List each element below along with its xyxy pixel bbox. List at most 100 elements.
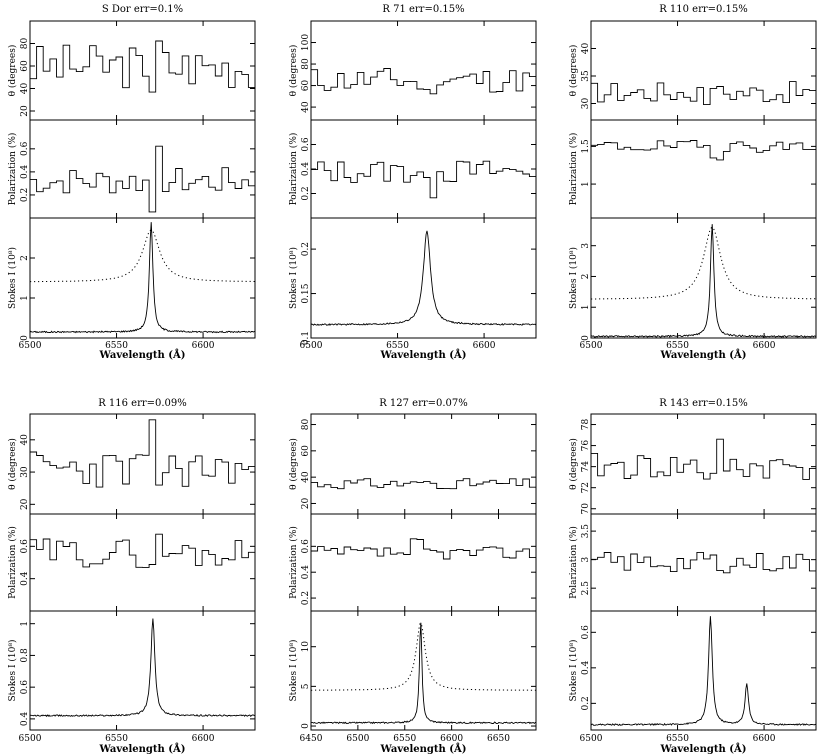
series-theta [30, 40, 255, 93]
chart-title: R 71 err=0.15% [382, 4, 464, 15]
y-tick-label: 80 [301, 419, 311, 431]
y-tick-label: 80 [20, 38, 30, 50]
y-axis-label: Stokes I (10⁸) [7, 247, 18, 309]
y-tick-label: 0 [20, 335, 30, 341]
y-tick-label: 70 [581, 503, 591, 515]
plot-frame [310, 513, 537, 612]
y-axis-label: Polarization (%) [7, 526, 18, 599]
y-tick-label: 10 [301, 641, 311, 653]
y-tick-label: 80 [301, 58, 311, 70]
panel-theta: 20 40 60 80θ (degrees) [288, 413, 537, 515]
x-tick-label: 6450 [300, 734, 323, 744]
y-tick-label: 0.4 [20, 164, 30, 179]
plot-frame [310, 119, 537, 219]
y-tick-label: 3.5 [581, 524, 591, 539]
y-tick-label: 3 [581, 243, 591, 249]
y-tick-label: 0.2 [20, 188, 30, 202]
y-tick-label: 1.5 [581, 139, 591, 154]
y-tick-label: 0 [301, 723, 311, 729]
chart-title: R 127 err=0.07% [379, 398, 468, 409]
y-tick-label: 0.6 [301, 539, 311, 554]
panel-theta: 20 30 40θ (degrees) [7, 413, 256, 515]
y-tick-label: 0.6 [20, 680, 30, 695]
y-tick-label: 2 [20, 255, 30, 261]
series-stokes [29, 618, 256, 718]
x-tick-label: 6550 [393, 734, 416, 744]
plot-frame [310, 610, 537, 731]
y-tick-label: 5 [301, 683, 311, 689]
plot-frame [310, 413, 537, 515]
x-tick-label: 6500 [580, 734, 603, 744]
y-axis-label: Stokes I (10⁸) [288, 640, 299, 702]
y-tick-label: 20 [301, 497, 311, 509]
chart-6: R 143 err=0.15% 70 72 74 76 78θ (degrees) 2.5 3… [568, 398, 817, 755]
y-tick-label: 0.2 [581, 696, 591, 710]
y-tick-label: 0.6 [301, 137, 311, 152]
x-tick-label: 6550 [666, 734, 689, 744]
x-axis-label: Wavelength (Å) [659, 743, 746, 755]
series-pol [30, 145, 255, 213]
y-tick-label: 1 [20, 295, 30, 301]
series-theta [591, 81, 816, 106]
x-tick-label: 6600 [473, 341, 496, 351]
plot-frame [590, 413, 817, 515]
y-tick-label: 0.4 [20, 571, 30, 586]
x-tick-label: 6550 [105, 341, 128, 351]
y-tick-label: 78 [581, 419, 591, 431]
y-tick-label: 30 [20, 466, 30, 478]
plot-frame [29, 217, 256, 339]
x-axis-label: Wavelength (Å) [98, 349, 185, 361]
x-axis-label: Wavelength (Å) [659, 349, 746, 361]
y-axis-label: Stokes I (10⁸) [568, 247, 579, 309]
y-axis-label: Polarization (%) [288, 133, 299, 206]
x-tick-label: 6500 [19, 734, 42, 744]
x-tick-label: 6550 [105, 734, 128, 744]
y-tick-label: 0.8 [20, 648, 30, 663]
y-tick-label: 0.2 [301, 591, 311, 605]
y-tick-label: 60 [20, 60, 30, 72]
plot-frame [590, 20, 817, 121]
y-tick-label: 74 [581, 461, 591, 473]
series-dotted [30, 229, 255, 283]
y-axis-label: Polarization (%) [568, 133, 579, 206]
panel-theta: 70 72 74 76 78θ (degrees) [568, 413, 817, 515]
plot-frame [310, 20, 537, 121]
plot-frame [310, 217, 537, 339]
y-axis-label: θ (degrees) [568, 438, 579, 490]
panel-theta: 30 35 40θ (degrees) [568, 20, 817, 121]
series-stokes [590, 616, 817, 726]
y-tick-label: 40 [581, 43, 591, 55]
x-tick-label: 6600 [192, 341, 215, 351]
series-stokes [310, 622, 537, 725]
series-dotted [591, 226, 816, 300]
y-axis-label: θ (degrees) [288, 45, 299, 97]
x-axis-label: Wavelength (Å) [379, 743, 466, 755]
series-stokes [29, 222, 255, 334]
x-tick-label: 6550 [666, 341, 689, 351]
plot-frame [29, 413, 256, 515]
y-tick-label: 0.6 [581, 625, 591, 640]
x-axis-label: Wavelength (Å) [98, 743, 185, 755]
y-tick-label: 0.1 [301, 331, 311, 345]
series-pol [30, 533, 255, 568]
y-axis-label: Polarization (%) [288, 526, 299, 599]
series-theta [311, 478, 536, 490]
y-tick-label: 0.2 [301, 186, 311, 200]
x-tick-label: 6500 [346, 734, 369, 744]
y-tick-label: 100 [301, 34, 311, 51]
y-tick-label: 1 [581, 181, 591, 187]
series-pol [311, 160, 536, 199]
chart-title: R 116 err=0.09% [98, 398, 187, 409]
chart-5: R 127 err=0.07% 20 40 60 80θ (degrees) 0.2 0.4… [288, 398, 537, 755]
chart-title: R 143 err=0.15% [659, 398, 748, 409]
plot-frame [590, 610, 817, 731]
